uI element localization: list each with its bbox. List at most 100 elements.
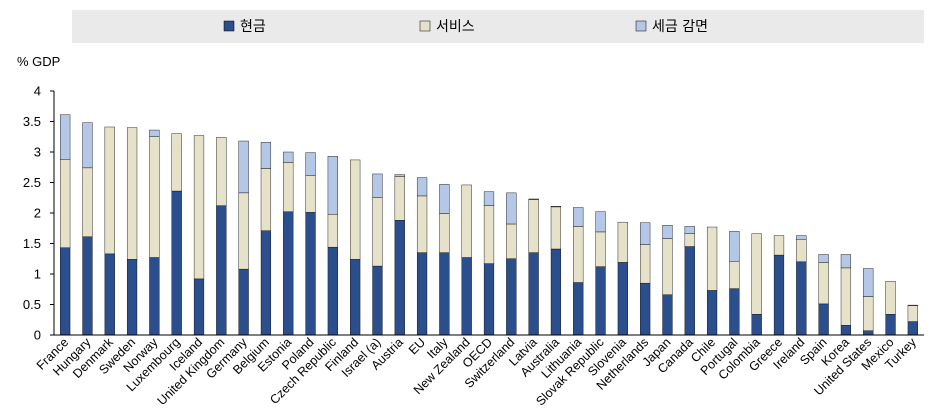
legend-background <box>72 10 924 43</box>
bar-segment <box>483 263 495 336</box>
y-axis-unit-label: % GDP <box>17 54 60 69</box>
bar-group <box>483 191 495 336</box>
bar-segment <box>573 226 584 283</box>
bar-group <box>82 122 93 336</box>
bar-segment <box>283 162 294 212</box>
legend-swatch-cash <box>223 20 235 32</box>
bar-group <box>729 231 740 336</box>
bar-segment <box>260 230 272 336</box>
y-tick-label: 1 <box>34 267 41 282</box>
bar-group <box>528 198 539 336</box>
bar-segment <box>350 159 361 260</box>
bar-segment <box>573 282 584 336</box>
bar-group <box>573 207 584 336</box>
bar-segment <box>350 259 361 336</box>
bar-segment <box>863 330 874 336</box>
bar-segment <box>416 177 428 197</box>
bar-segment <box>193 278 205 336</box>
bar-segment <box>907 321 918 336</box>
bar-segment <box>260 168 272 231</box>
bar-segment <box>818 303 829 336</box>
bars <box>60 114 918 336</box>
bar-segment <box>684 233 695 247</box>
bar-segment <box>796 239 807 262</box>
bar-group <box>595 211 606 336</box>
bar-segment <box>283 151 294 163</box>
bar-segment <box>773 235 785 256</box>
legend-item-cash: 현금 <box>223 19 266 35</box>
bar-segment <box>818 262 829 305</box>
bar-segment <box>394 220 405 336</box>
bar-segment <box>729 231 740 262</box>
bar-group <box>260 142 272 336</box>
bar-segment <box>483 191 495 206</box>
bar-group <box>885 281 896 336</box>
bar-segment <box>372 265 383 336</box>
bar-group <box>617 221 628 336</box>
bar-segment <box>216 137 227 206</box>
bar-segment <box>528 199 539 253</box>
bar-segment <box>528 252 539 336</box>
bar-segment <box>238 140 249 194</box>
bar-segment <box>595 211 606 233</box>
bar-segment <box>550 206 562 208</box>
bar-segment <box>885 314 896 336</box>
bar-segment <box>238 192 249 270</box>
bar-segment <box>840 325 852 336</box>
bar-segment <box>305 175 316 213</box>
bar-group <box>751 233 762 336</box>
x-tick-label: EU <box>406 335 428 357</box>
bar-segment <box>394 176 405 221</box>
x-axis-labels: FranceHungaryDenmarkSwedenNorwayLuxembou… <box>34 335 920 409</box>
bar-segment <box>863 268 874 297</box>
bar-group <box>350 159 361 336</box>
bar-segment <box>796 235 807 240</box>
bar-segment <box>60 114 71 160</box>
bar-group <box>818 254 829 336</box>
bar-segment <box>617 221 628 263</box>
bar-segment <box>60 159 71 248</box>
bar-segment <box>149 129 160 137</box>
bar-segment <box>283 211 294 336</box>
bar-segment <box>640 282 651 336</box>
bar-segment <box>416 252 428 336</box>
bar-segment <box>372 197 383 267</box>
bar-group <box>662 224 673 336</box>
bar-group <box>104 126 115 336</box>
bar-segment <box>729 260 740 289</box>
bar-segment <box>617 262 628 336</box>
bar-segment <box>439 184 450 214</box>
bar-group <box>60 114 71 336</box>
bar-segment <box>662 294 673 336</box>
bar-segment <box>840 267 852 326</box>
bar-segment <box>506 223 517 259</box>
bar-segment <box>640 244 651 284</box>
bar-group <box>684 226 695 336</box>
bar-segment <box>706 226 718 291</box>
bar-group <box>394 174 405 336</box>
bar-segment <box>640 222 651 245</box>
bar-segment <box>372 173 383 198</box>
bar-segment <box>662 238 673 295</box>
bar-segment <box>82 167 93 237</box>
bar-segment <box>885 281 896 315</box>
legend-label-tax-breaks: 세금 감면 <box>652 19 708 35</box>
bar-segment <box>751 314 762 336</box>
bar-segment <box>327 246 338 336</box>
bar-segment <box>60 247 71 336</box>
bar-group <box>126 127 138 336</box>
bar-segment <box>149 257 160 336</box>
y-tick-label: 0.5 <box>23 297 41 312</box>
bar-group <box>372 173 383 336</box>
bar-segment <box>506 258 517 336</box>
bar-group <box>907 304 918 336</box>
y-tick-label: 3 <box>34 145 41 160</box>
legend-item-services: 서비스 <box>419 19 475 35</box>
bar-segment <box>461 184 472 258</box>
bar-segment <box>840 254 852 269</box>
bar-segment <box>149 136 160 258</box>
bar-group <box>461 184 472 336</box>
y-tick-label: 1.5 <box>23 236 41 251</box>
bar-segment <box>595 231 606 267</box>
